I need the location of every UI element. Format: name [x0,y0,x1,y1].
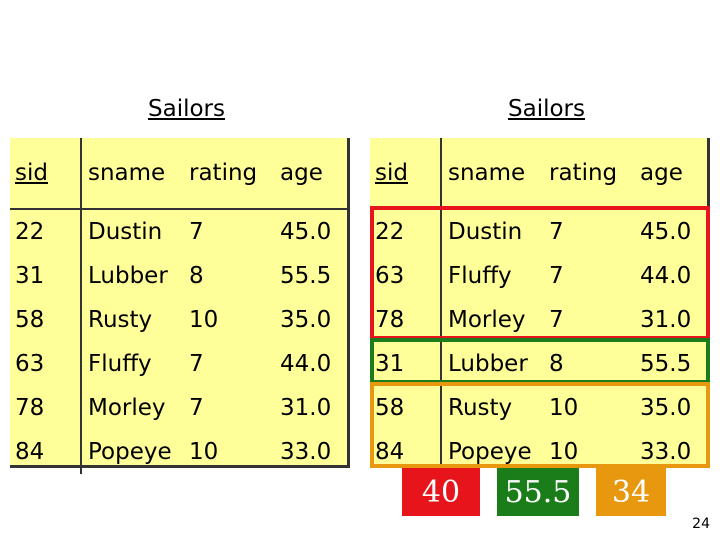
cell-sname: Lubber [448,351,528,377]
cell-rating: 10 [189,307,219,333]
cell-rating: 8 [549,351,564,377]
cell-rating: 7 [549,219,564,245]
cell-rating: 7 [549,263,564,289]
cell-sid: 58 [370,386,442,430]
cell-sname: Lubber [88,263,168,289]
cell-age: 35.0 [640,395,692,421]
cell-age: 33.0 [640,439,692,465]
cell-sid: 31 [370,342,442,386]
header-age: age [274,138,347,210]
cell-age: 33.0 [280,439,332,465]
cell-age: 44.0 [640,263,692,289]
header-age: age [634,138,707,210]
header-sname: sname [81,138,183,210]
cell-sname: Dustin [88,219,163,245]
cell-age: 55.5 [280,263,332,289]
table-row: 63 Fluffy 7 44.0 [10,342,347,386]
table-row: 58 Rusty 10 35.0 [10,298,347,342]
table-row: 78 Morley 7 31.0 [10,386,347,430]
cell-age: 44.0 [280,351,332,377]
header-rating: rating [183,138,274,210]
cell-sname: Rusty [448,395,513,421]
cell-rating: 10 [549,395,579,421]
cell-sid: 63 [10,342,82,386]
right-table-header-row: sid sname rating age [370,138,707,210]
cell-rating: 8 [189,263,204,289]
table-row: 22 Dustin 7 45.0 [370,209,707,254]
cell-sname: Fluffy [448,263,512,289]
cell-age: 35.0 [280,307,332,333]
left-table: sid sname rating age 22 Dustin 7 45.0 31… [10,138,350,474]
cell-sname: Popeye [88,439,172,465]
cell-sname: Popeye [448,439,532,465]
cell-age: 31.0 [280,395,332,421]
aggregate-result-green: 55.5 [497,468,579,516]
cell-rating: 7 [189,219,204,245]
table-row: 58 Rusty 10 35.0 [370,386,707,430]
header-sid: sid [370,138,442,210]
right-table: sid sname rating age 22 Dustin 7 45.0 63… [370,138,710,474]
right-table-title: Sailors [508,96,585,122]
cell-age: 31.0 [640,307,692,333]
table-row: 84 Popeye 10 33.0 [10,430,347,474]
aggregate-result-red: 40 [402,468,480,516]
table-row: 78 Morley 7 31.0 [370,298,707,342]
cell-sid: 22 [10,209,82,254]
left-table-title: Sailors [148,96,225,122]
header-sname: sname [441,138,543,210]
cell-rating: 7 [189,395,204,421]
table-row: 63 Fluffy 7 44.0 [370,254,707,298]
cell-age: 45.0 [640,219,692,245]
cell-sname: Rusty [88,307,153,333]
table-row: 31 Lubber 8 55.5 [10,254,347,298]
cell-sname: Morley [448,307,526,333]
cell-sname: Fluffy [88,351,152,377]
cell-sname: Morley [88,395,166,421]
table-row: 31 Lubber 8 55.5 [370,342,707,386]
aggregate-result-orange: 34 [596,468,666,516]
header-rating: rating [543,138,634,210]
table-row: 22 Dustin 7 45.0 [10,209,347,254]
cell-age: 55.5 [640,351,692,377]
cell-rating: 7 [549,307,564,333]
header-sid: sid [10,138,82,210]
cell-sid: 63 [370,254,442,298]
page-number: 24 [692,516,710,532]
cell-age: 45.0 [280,219,332,245]
cell-sid: 84 [10,430,82,474]
left-table-header-row: sid sname rating age [10,138,347,210]
cell-sid: 31 [10,254,82,298]
cell-rating: 10 [189,439,219,465]
cell-sid: 22 [370,209,442,254]
cell-sid: 58 [10,298,82,342]
cell-sname: Dustin [448,219,523,245]
cell-rating: 10 [549,439,579,465]
cell-sid: 78 [10,386,82,430]
cell-rating: 7 [189,351,204,377]
cell-sid: 78 [370,298,442,342]
